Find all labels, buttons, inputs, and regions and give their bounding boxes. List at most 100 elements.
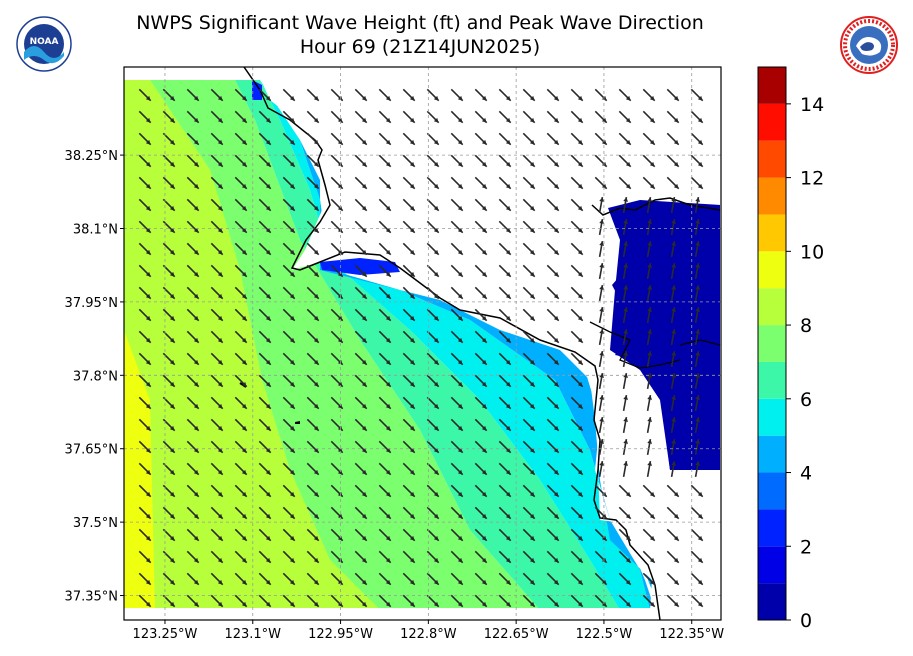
wave-arrow xyxy=(330,594,344,608)
wave-arrow-head xyxy=(457,139,463,145)
wave-arrow-head xyxy=(673,95,679,101)
wave-arrow xyxy=(598,306,604,324)
wave-arrow xyxy=(618,528,632,542)
wave-arrow xyxy=(522,286,536,300)
wave-arrow-head xyxy=(265,337,271,343)
wave-arrow-head xyxy=(193,315,199,321)
wave-arrow-head xyxy=(241,557,247,563)
wave-arrow-head xyxy=(241,425,247,431)
wave-arrow-head xyxy=(385,205,391,211)
wave-arrow xyxy=(330,198,344,212)
wave-arrow-head xyxy=(169,601,175,607)
wave-arrow xyxy=(450,308,464,322)
wave-arrow xyxy=(258,594,272,608)
wave-arrow xyxy=(186,572,200,586)
bay-shoreline-east xyxy=(679,339,721,346)
wave-arrow xyxy=(598,284,604,302)
wave-arrow xyxy=(378,198,392,212)
wave-arrow xyxy=(450,110,464,124)
wave-arrow xyxy=(570,594,584,608)
wave-arrow-head xyxy=(623,395,628,400)
wave-arrow xyxy=(474,220,488,234)
wave-arrow xyxy=(378,286,392,300)
colorbar-segment xyxy=(758,435,786,473)
wave-arrow xyxy=(186,220,200,234)
wave-arrow xyxy=(546,528,560,542)
wave-arrow xyxy=(522,176,536,190)
x-tick-label: 123.25°W xyxy=(133,627,198,642)
wave-arrow-head xyxy=(193,293,199,299)
wave-arrow xyxy=(426,374,440,388)
wave-arrow-head xyxy=(481,227,487,233)
wave-arrow xyxy=(186,484,200,498)
wave-arrow-head xyxy=(289,271,295,277)
colorbar-tick-label: 14 xyxy=(800,94,824,116)
colorbar-segment xyxy=(758,103,786,141)
wave-arrow xyxy=(330,572,344,586)
wave-arrow-head xyxy=(577,271,583,277)
wave-arrow-head xyxy=(529,95,535,101)
wave-arrow xyxy=(522,198,536,212)
wave-arrow-head xyxy=(673,491,679,497)
wave-arrow-head xyxy=(647,329,652,334)
wave-arrow-head xyxy=(553,535,559,541)
wave-arrow-head xyxy=(409,139,415,145)
wave-arrow-head xyxy=(409,579,415,585)
wave-arrow-head xyxy=(433,557,439,563)
wave-arrow xyxy=(666,572,680,586)
wave-arrow-head xyxy=(289,227,295,233)
wave-arrow-head xyxy=(169,513,175,519)
wave-arrow-head xyxy=(265,95,271,101)
wave-arrow xyxy=(234,572,248,586)
wave-arrow xyxy=(282,286,296,300)
wave-arrow xyxy=(646,394,652,412)
wave-arrow xyxy=(522,418,536,432)
wave-arrow xyxy=(426,242,440,256)
wave-arrow xyxy=(354,330,368,344)
wave-arrow xyxy=(474,132,488,146)
wave-arrow-head xyxy=(169,359,175,365)
wave-arrow-head xyxy=(625,95,631,101)
wave-arrow-head xyxy=(169,183,175,189)
wave-arrow-head xyxy=(241,139,247,145)
wave-arrow-head xyxy=(265,381,271,387)
wave-arrow xyxy=(186,352,200,366)
wave-arrow xyxy=(258,198,272,212)
wave-arrow xyxy=(618,484,632,498)
wave-arrow xyxy=(622,350,628,368)
wave-arrow-head xyxy=(697,139,703,145)
wave-arrow xyxy=(258,264,272,278)
wave-arrow xyxy=(546,484,560,498)
wave-arrow xyxy=(402,484,416,498)
wave-arrow-head xyxy=(625,183,631,189)
wave-arrow xyxy=(282,88,296,102)
wave-arrow-head xyxy=(145,381,151,387)
wave-arrow xyxy=(258,220,272,234)
wave-arrow xyxy=(378,572,392,586)
wave-arrow xyxy=(306,88,320,102)
wave-arrow-head xyxy=(505,359,511,365)
wave-arrow-head xyxy=(337,271,343,277)
wave-arrow-head xyxy=(553,557,559,563)
wave-arrow xyxy=(282,154,296,168)
colorbar-segment xyxy=(758,509,786,547)
wave-arrow xyxy=(282,506,296,520)
wave-arrow xyxy=(306,352,320,366)
wave-arrow-head xyxy=(671,307,676,312)
wave-arrow-head xyxy=(241,271,247,277)
wave-arrow-head xyxy=(169,491,175,497)
wave-arrow xyxy=(598,372,604,390)
wave-arrow xyxy=(594,594,608,608)
wave-arrow-head xyxy=(553,315,559,321)
wave-arrow xyxy=(498,308,512,322)
wave-arrow-head xyxy=(217,161,223,167)
wave-arrow-head xyxy=(193,227,199,233)
wave-arrow xyxy=(522,242,536,256)
wave-arrow-head xyxy=(481,117,487,123)
wave-arrow xyxy=(402,418,416,432)
wave-arrow-head xyxy=(409,117,415,123)
wave-arrow-head xyxy=(145,117,151,123)
colorbar-tick-label: 10 xyxy=(800,241,824,263)
wave-arrow-head xyxy=(337,535,343,541)
wave-arrow-head xyxy=(289,491,295,497)
